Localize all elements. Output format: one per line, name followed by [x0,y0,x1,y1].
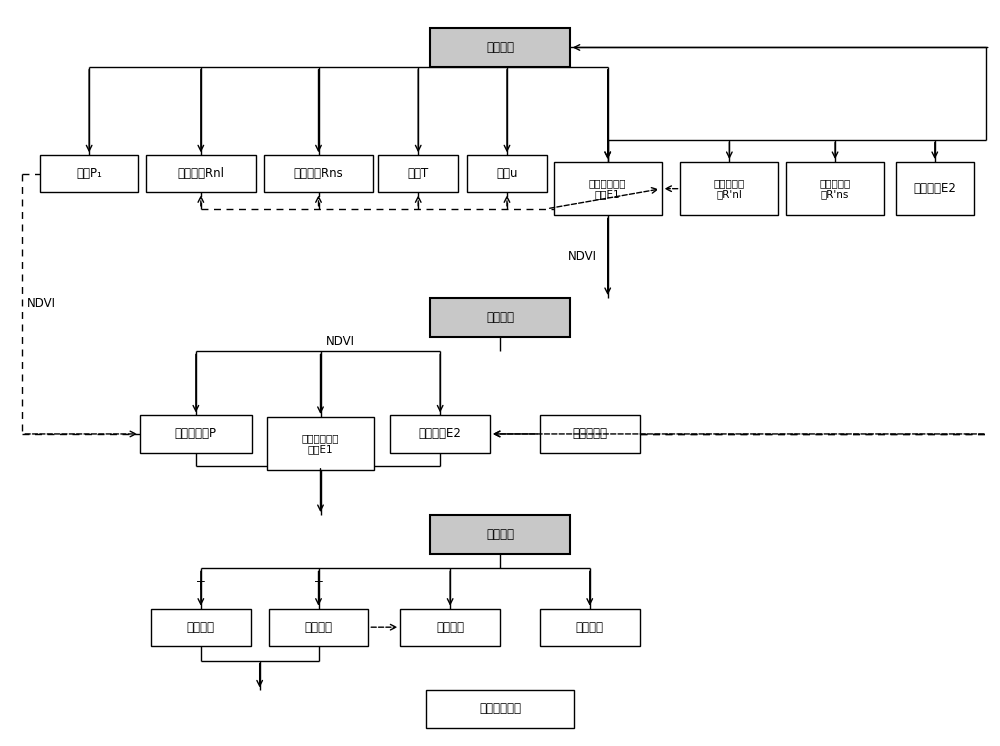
Text: T: T [197,580,205,593]
Text: 陆面模型: 陆面模型 [486,311,514,324]
Text: 地表径流: 地表径流 [187,621,215,633]
Text: NDVI: NDVI [27,298,56,310]
FancyBboxPatch shape [540,416,640,453]
FancyBboxPatch shape [269,609,368,646]
FancyBboxPatch shape [430,28,570,67]
FancyBboxPatch shape [390,416,490,453]
Text: 气温T: 气温T [408,167,429,181]
FancyBboxPatch shape [400,609,500,646]
Text: 地面长波辐
射R'nl: 地面长波辐 射R'nl [714,178,745,199]
FancyBboxPatch shape [680,162,778,216]
Text: 长波辐射Rnl: 长波辐射Rnl [177,167,224,181]
Text: 河道汇流: 河道汇流 [576,621,604,633]
FancyBboxPatch shape [786,162,884,216]
Text: 水文模型: 水文模型 [486,527,514,541]
Text: NDVI: NDVI [325,335,354,348]
Text: 截留后降雨P: 截留后降雨P [175,427,217,440]
FancyBboxPatch shape [378,155,458,192]
Text: 裸土蒸发E2: 裸土蒸发E2 [419,427,462,440]
FancyBboxPatch shape [151,609,251,646]
FancyBboxPatch shape [264,155,373,192]
FancyBboxPatch shape [430,515,570,554]
Text: 短波辐射Rns: 短波辐射Rns [294,167,343,181]
FancyBboxPatch shape [426,690,574,727]
Text: 地下径流: 地下径流 [305,621,333,633]
Text: 植被覆盖区域
蒸发E1: 植被覆盖区域 蒸发E1 [302,433,339,454]
FancyBboxPatch shape [554,162,662,216]
Text: 坡面汇流: 坡面汇流 [436,621,464,633]
Text: 地面短波辐
射R'ns: 地面短波辐 射R'ns [819,178,851,199]
FancyBboxPatch shape [267,417,374,471]
FancyBboxPatch shape [140,416,252,453]
Text: 风速u: 风速u [496,167,518,181]
FancyBboxPatch shape [40,155,138,192]
Text: 大气模式: 大气模式 [486,41,514,54]
Text: T: T [315,580,322,593]
FancyBboxPatch shape [896,162,974,216]
FancyBboxPatch shape [467,155,547,192]
Text: 土壤含水量: 土壤含水量 [572,427,607,440]
Text: 裸土蒸发E2: 裸土蒸发E2 [913,182,956,195]
Text: 降雨P₁: 降雨P₁ [76,167,102,181]
Text: NDVI: NDVI [568,250,597,263]
FancyBboxPatch shape [540,609,640,646]
Text: 植被覆盖区域
蒸发E1: 植被覆盖区域 蒸发E1 [589,178,626,199]
Text: 洪水计算结果: 洪水计算结果 [479,703,521,715]
FancyBboxPatch shape [430,298,570,336]
FancyBboxPatch shape [146,155,256,192]
